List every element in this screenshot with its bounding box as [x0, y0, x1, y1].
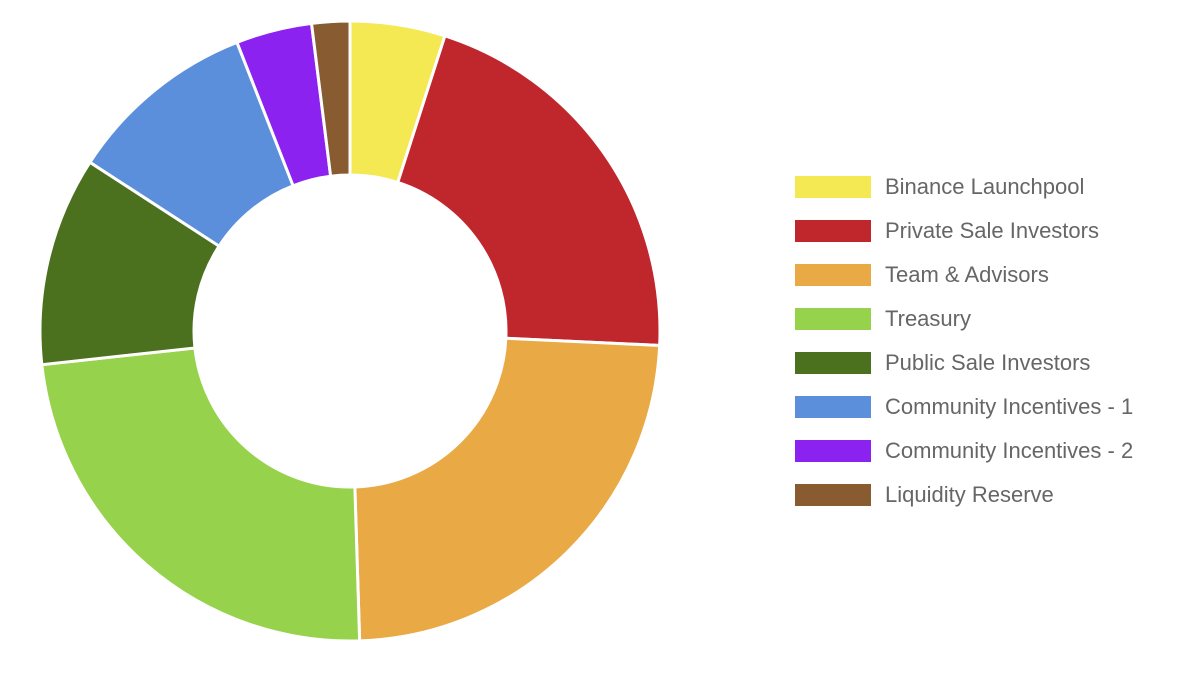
legend-label: Binance Launchpool	[885, 174, 1085, 199]
legend-label: Liquidity Reserve	[885, 482, 1054, 507]
slice-treasury[interactable]	[40, 346, 362, 643]
legend-swatch	[795, 308, 871, 330]
legend-swatch	[795, 176, 871, 198]
legend-label: Private Sale Investors	[885, 218, 1099, 243]
chart-legend: Binance Launchpool Private Sale Investors…	[795, 165, 1133, 517]
legend-swatch	[795, 396, 871, 418]
chart-slices	[38, 19, 662, 643]
legend-item-treasury[interactable]: Treasury	[795, 297, 1133, 341]
legend-item-community-incentives-1[interactable]: Community Incentives - 1	[795, 385, 1133, 429]
legend-item-public-sale-investors[interactable]: Public Sale Investors	[795, 341, 1133, 385]
legend-label: Team & Advisors	[885, 262, 1049, 287]
slice-team-and-advisors[interactable]	[353, 336, 662, 643]
legend-swatch	[795, 352, 871, 374]
slice-liquidity-reserve[interactable]	[309, 19, 352, 178]
legend-label: Public Sale Investors	[885, 350, 1091, 375]
legend-item-community-incentives-2[interactable]: Community Incentives - 2	[795, 429, 1133, 473]
legend-swatch	[795, 484, 871, 506]
legend-item-binance-launchpool[interactable]: Binance Launchpool	[795, 165, 1133, 209]
legend-swatch	[795, 264, 871, 286]
legend-item-liquidity-reserve[interactable]: Liquidity Reserve	[795, 473, 1133, 517]
legend-label: Community Incentives - 1	[885, 394, 1134, 419]
legend-swatch	[795, 440, 871, 462]
legend-label: Community Incentives - 2	[885, 438, 1134, 463]
legend-swatch	[795, 220, 871, 242]
legend-item-team-and-advisors[interactable]: Team & Advisors	[795, 253, 1133, 297]
legend-label: Treasury	[885, 306, 971, 331]
legend-item-private-sale-investors[interactable]: Private Sale Investors	[795, 209, 1133, 253]
slice-private-sale-investors[interactable]	[395, 33, 662, 348]
